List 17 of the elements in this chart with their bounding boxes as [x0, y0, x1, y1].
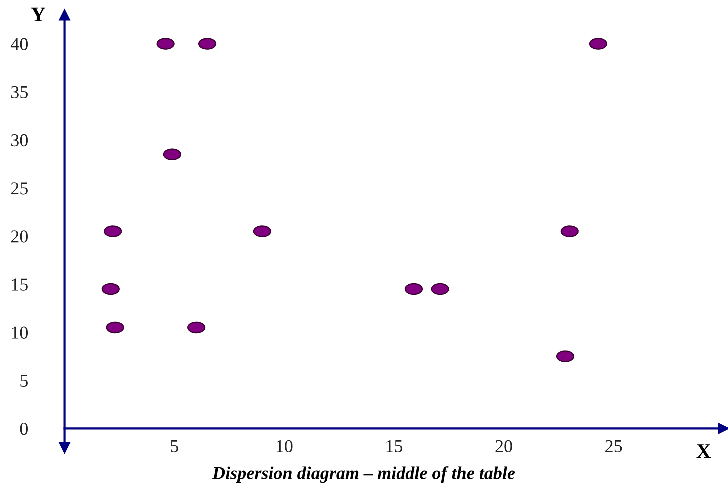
y-tick-label: 15	[12, 278, 28, 291]
y-tick-label: 5	[20, 375, 28, 388]
x-tick-label: 5	[171, 440, 178, 453]
text: Dispersion diagram – middle of the table	[212, 466, 516, 484]
y-tick-label: 10	[12, 326, 28, 339]
y-tick-label: 30	[11, 134, 28, 147]
x-tick-label: 15	[386, 440, 403, 453]
y-tick-label: 25	[11, 182, 28, 195]
x-tick-label: 10	[276, 440, 293, 453]
y-tick-label: 20	[11, 230, 28, 243]
y-tick-label: 0	[20, 422, 28, 436]
x-tick-label: 20	[496, 440, 512, 453]
y-axis-title: Y	[31, 8, 46, 22]
y-tick-label: 40	[10, 38, 28, 50]
x-tick-label: 25	[606, 440, 622, 453]
x-axis-title: X	[696, 444, 712, 458]
y-tick-label: 35	[11, 86, 28, 99]
